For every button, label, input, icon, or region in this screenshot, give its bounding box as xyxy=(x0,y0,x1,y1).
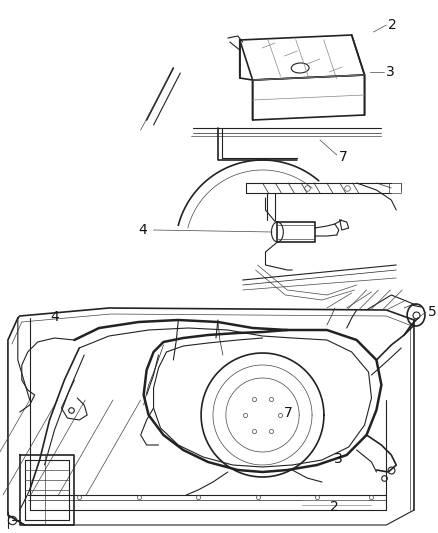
Text: 7: 7 xyxy=(339,150,347,164)
Text: 3: 3 xyxy=(386,65,395,79)
Text: 2: 2 xyxy=(330,500,339,514)
Text: 2: 2 xyxy=(389,18,397,32)
Ellipse shape xyxy=(407,304,425,326)
Text: 5: 5 xyxy=(428,305,437,319)
Ellipse shape xyxy=(272,222,283,242)
Ellipse shape xyxy=(291,63,309,73)
Text: 4: 4 xyxy=(139,223,148,237)
Text: 3: 3 xyxy=(334,453,343,466)
Text: 4: 4 xyxy=(50,310,59,324)
Text: 7: 7 xyxy=(284,406,293,420)
